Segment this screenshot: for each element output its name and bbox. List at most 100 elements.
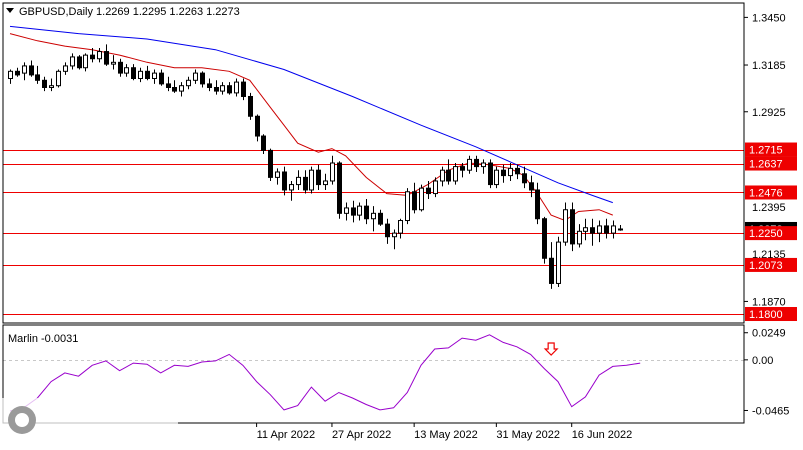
candle[interactable] [474, 155, 479, 172]
candle[interactable] [255, 114, 260, 142]
candle[interactable] [371, 206, 376, 232]
candle[interactable] [357, 202, 362, 221]
candle[interactable] [590, 218, 595, 246]
candle[interactable] [268, 148, 273, 181]
candle[interactable] [138, 67, 143, 83]
candle[interactable] [200, 71, 205, 88]
marlin-plot[interactable]: Marlin -0.0031 [3, 333, 744, 412]
candle[interactable] [453, 163, 458, 185]
candle[interactable] [426, 180, 431, 199]
candle[interactable] [83, 53, 88, 72]
candle[interactable] [77, 55, 82, 70]
candle[interactable] [104, 44, 109, 66]
candle[interactable] [529, 175, 534, 198]
candle[interactable] [42, 76, 47, 92]
candle[interactable] [241, 78, 246, 101]
candle[interactable] [220, 82, 225, 95]
candle[interactable] [309, 166, 314, 194]
candle-body [474, 158, 479, 168]
candle[interactable] [261, 134, 266, 155]
candle[interactable] [159, 69, 164, 86]
candle[interactable] [433, 177, 438, 198]
candle[interactable] [604, 218, 609, 239]
candle[interactable] [618, 225, 623, 231]
candle[interactable] [90, 47, 95, 63]
candle[interactable] [385, 218, 390, 244]
candle[interactable] [460, 163, 465, 178]
candle[interactable] [166, 76, 171, 92]
candle[interactable] [111, 55, 116, 70]
candle[interactable] [275, 168, 280, 185]
candle[interactable] [248, 92, 253, 120]
candle[interactable] [56, 69, 61, 88]
level-label: 1.2715 [749, 145, 783, 157]
dropdown-triangle-icon[interactable] [6, 8, 14, 13]
candle[interactable] [145, 65, 150, 81]
candle[interactable] [392, 229, 397, 250]
candle[interactable] [193, 69, 198, 84]
candle[interactable] [303, 170, 308, 194]
candle[interactable] [577, 224, 582, 248]
candle[interactable] [152, 69, 157, 84]
candle[interactable] [124, 64, 129, 77]
candle[interactable] [611, 220, 616, 239]
candle[interactable] [364, 198, 369, 225]
candle[interactable] [508, 163, 513, 181]
candle[interactable] [467, 155, 472, 174]
candle[interactable] [535, 182, 540, 225]
candle[interactable] [583, 218, 588, 241]
candle[interactable] [337, 161, 342, 219]
candle[interactable] [35, 65, 40, 84]
candle[interactable] [344, 202, 349, 221]
candle[interactable] [405, 188, 410, 225]
candle[interactable] [289, 180, 294, 201]
candle-body [522, 173, 527, 184]
candle[interactable] [412, 182, 417, 214]
candle[interactable] [118, 58, 123, 77]
candle[interactable] [515, 164, 520, 180]
candle[interactable] [556, 236, 561, 288]
candle[interactable] [49, 78, 54, 92]
candle[interactable] [481, 159, 486, 174]
candle[interactable] [330, 155, 335, 185]
candle[interactable] [488, 159, 493, 189]
candle[interactable] [227, 82, 232, 95]
candle[interactable] [378, 209, 383, 226]
candle[interactable] [63, 62, 68, 75]
candle[interactable] [15, 67, 20, 77]
candle[interactable] [351, 200, 356, 223]
candle[interactable] [186, 76, 191, 90]
candle[interactable] [8, 69, 13, 84]
candle[interactable] [131, 64, 136, 81]
candle[interactable] [22, 62, 27, 81]
candle[interactable] [446, 159, 451, 185]
candle[interactable] [398, 218, 403, 239]
candle[interactable] [316, 164, 321, 190]
candle[interactable] [214, 80, 219, 95]
osc-y-tick-label: 0.0249 [752, 328, 786, 340]
candle[interactable] [70, 53, 75, 70]
candle[interactable] [282, 166, 287, 196]
candle-body [309, 169, 314, 191]
candle[interactable] [494, 166, 499, 189]
candle[interactable] [522, 166, 527, 189]
candle[interactable] [570, 202, 575, 252]
candle[interactable] [501, 164, 506, 183]
candle[interactable] [323, 173, 328, 190]
candle[interactable] [172, 80, 177, 93]
candle[interactable] [597, 220, 602, 243]
candle[interactable] [549, 242, 554, 289]
candle[interactable] [207, 78, 212, 92]
candle[interactable] [97, 47, 102, 63]
candle-body [508, 167, 513, 177]
candle[interactable] [440, 166, 445, 187]
candle[interactable] [234, 78, 239, 97]
candle[interactable] [542, 216, 547, 264]
candle[interactable] [419, 184, 424, 212]
candle[interactable] [296, 170, 301, 190]
price-plot[interactable] [3, 25, 744, 315]
candle[interactable] [179, 82, 184, 97]
candle[interactable] [563, 202, 568, 246]
candle[interactable] [29, 60, 34, 77]
